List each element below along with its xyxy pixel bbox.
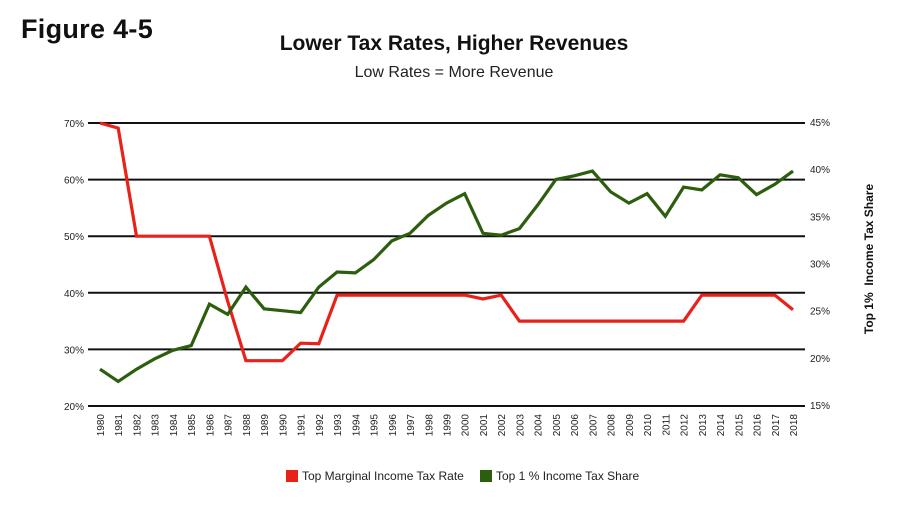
x-tick-label: 1990 [278,414,289,437]
y-tick-left-label: 70% [64,119,84,130]
y-tick-right-label: 20% [810,354,830,365]
legend: Top Marginal Income Tax Rate Top 1 % Inc… [286,469,640,483]
x-tick-label: 2017 [771,414,782,437]
y-tick-left-label: 50% [64,232,84,243]
chart-title: Lower Tax Rates, Higher Revenues [279,32,629,55]
x-tick-label: 1983 [151,414,162,437]
y-tick-left-label: 20% [64,402,84,413]
x-tick-label: 2008 [607,414,618,437]
x-tick-label: 2015 [734,414,745,437]
x-tick-label: 2009 [625,414,636,437]
x-tick-label: 1995 [370,414,381,437]
x-tick-label: 2004 [534,414,545,437]
x-tick-label: 1992 [315,414,326,437]
chart-subtitle: Low Rates = More Revenue [354,64,554,81]
x-tick-label: 2011 [661,414,672,436]
y-tick-right-label: 45% [810,118,830,129]
x-tick-label: 1986 [205,414,216,437]
x-tick-label: 2005 [552,414,563,437]
y-tick-left-label: 60% [64,176,84,187]
x-tick-label: 2002 [497,414,508,437]
x-tick-label: 1989 [260,414,271,437]
y-tick-left-label: 40% [64,289,84,300]
x-tick-label: 2013 [698,414,709,437]
y-axis-right-label: Top 1% Income Tax Share [862,184,876,335]
legend-swatch-share [480,470,492,482]
y-tick-right-label: 40% [810,165,830,176]
x-tick-label: 2000 [461,414,472,437]
x-tick-label: 1982 [132,414,143,437]
x-tick-label: 2001 [479,414,490,437]
y-tick-left-label: 30% [64,345,84,356]
y-axis-left: 20% 30% 40% 50% 60% 70% [64,119,84,413]
x-tick-label: 1987 [224,414,235,437]
legend-label-share: Top 1 % Income Tax Share [496,469,640,483]
gridlines [88,122,805,407]
x-tick-label: 2012 [680,414,691,437]
x-tick-label: 2014 [716,414,727,437]
x-tick-label: 2003 [515,414,526,437]
series-lines [99,121,795,384]
x-tick-label: 2007 [588,414,599,437]
y-tick-right-label: 30% [810,260,830,271]
x-tick-label: 2010 [643,414,654,437]
x-tick-label: 1985 [187,414,198,437]
x-axis: 1980 1981 1982 1983 1984 1985 1986 1987 1988 1989… [96,414,800,437]
x-tick-label: 2006 [570,414,581,437]
x-tick-label: 1980 [96,414,107,437]
x-tick-label: 1981 [114,414,125,437]
series-line-top-marginal-rate [99,121,795,363]
legend-label-rate: Top Marginal Income Tax Rate [302,469,464,483]
y-tick-right-label: 25% [810,307,830,318]
x-tick-label: 1988 [242,414,253,437]
y-axis-right: 15% 20% 25% 30% 35% 40% 45% [810,118,830,412]
x-tick-label: 2016 [753,414,764,437]
x-tick-label: 1993 [333,414,344,437]
x-tick-label: 1994 [351,414,362,437]
y-tick-right-label: 15% [810,401,830,412]
x-tick-label: 1999 [443,414,454,437]
figure-label: Figure 4-5 [21,14,154,44]
y-tick-right-label: 35% [810,212,830,223]
x-tick-label: 1984 [169,414,180,437]
x-tick-label: 1991 [297,414,308,437]
x-tick-label: 1997 [406,414,417,437]
x-tick-label: 1998 [424,414,435,437]
legend-swatch-rate [286,470,298,482]
x-tick-label: 1996 [388,414,399,437]
x-tick-label: 2018 [789,414,800,437]
